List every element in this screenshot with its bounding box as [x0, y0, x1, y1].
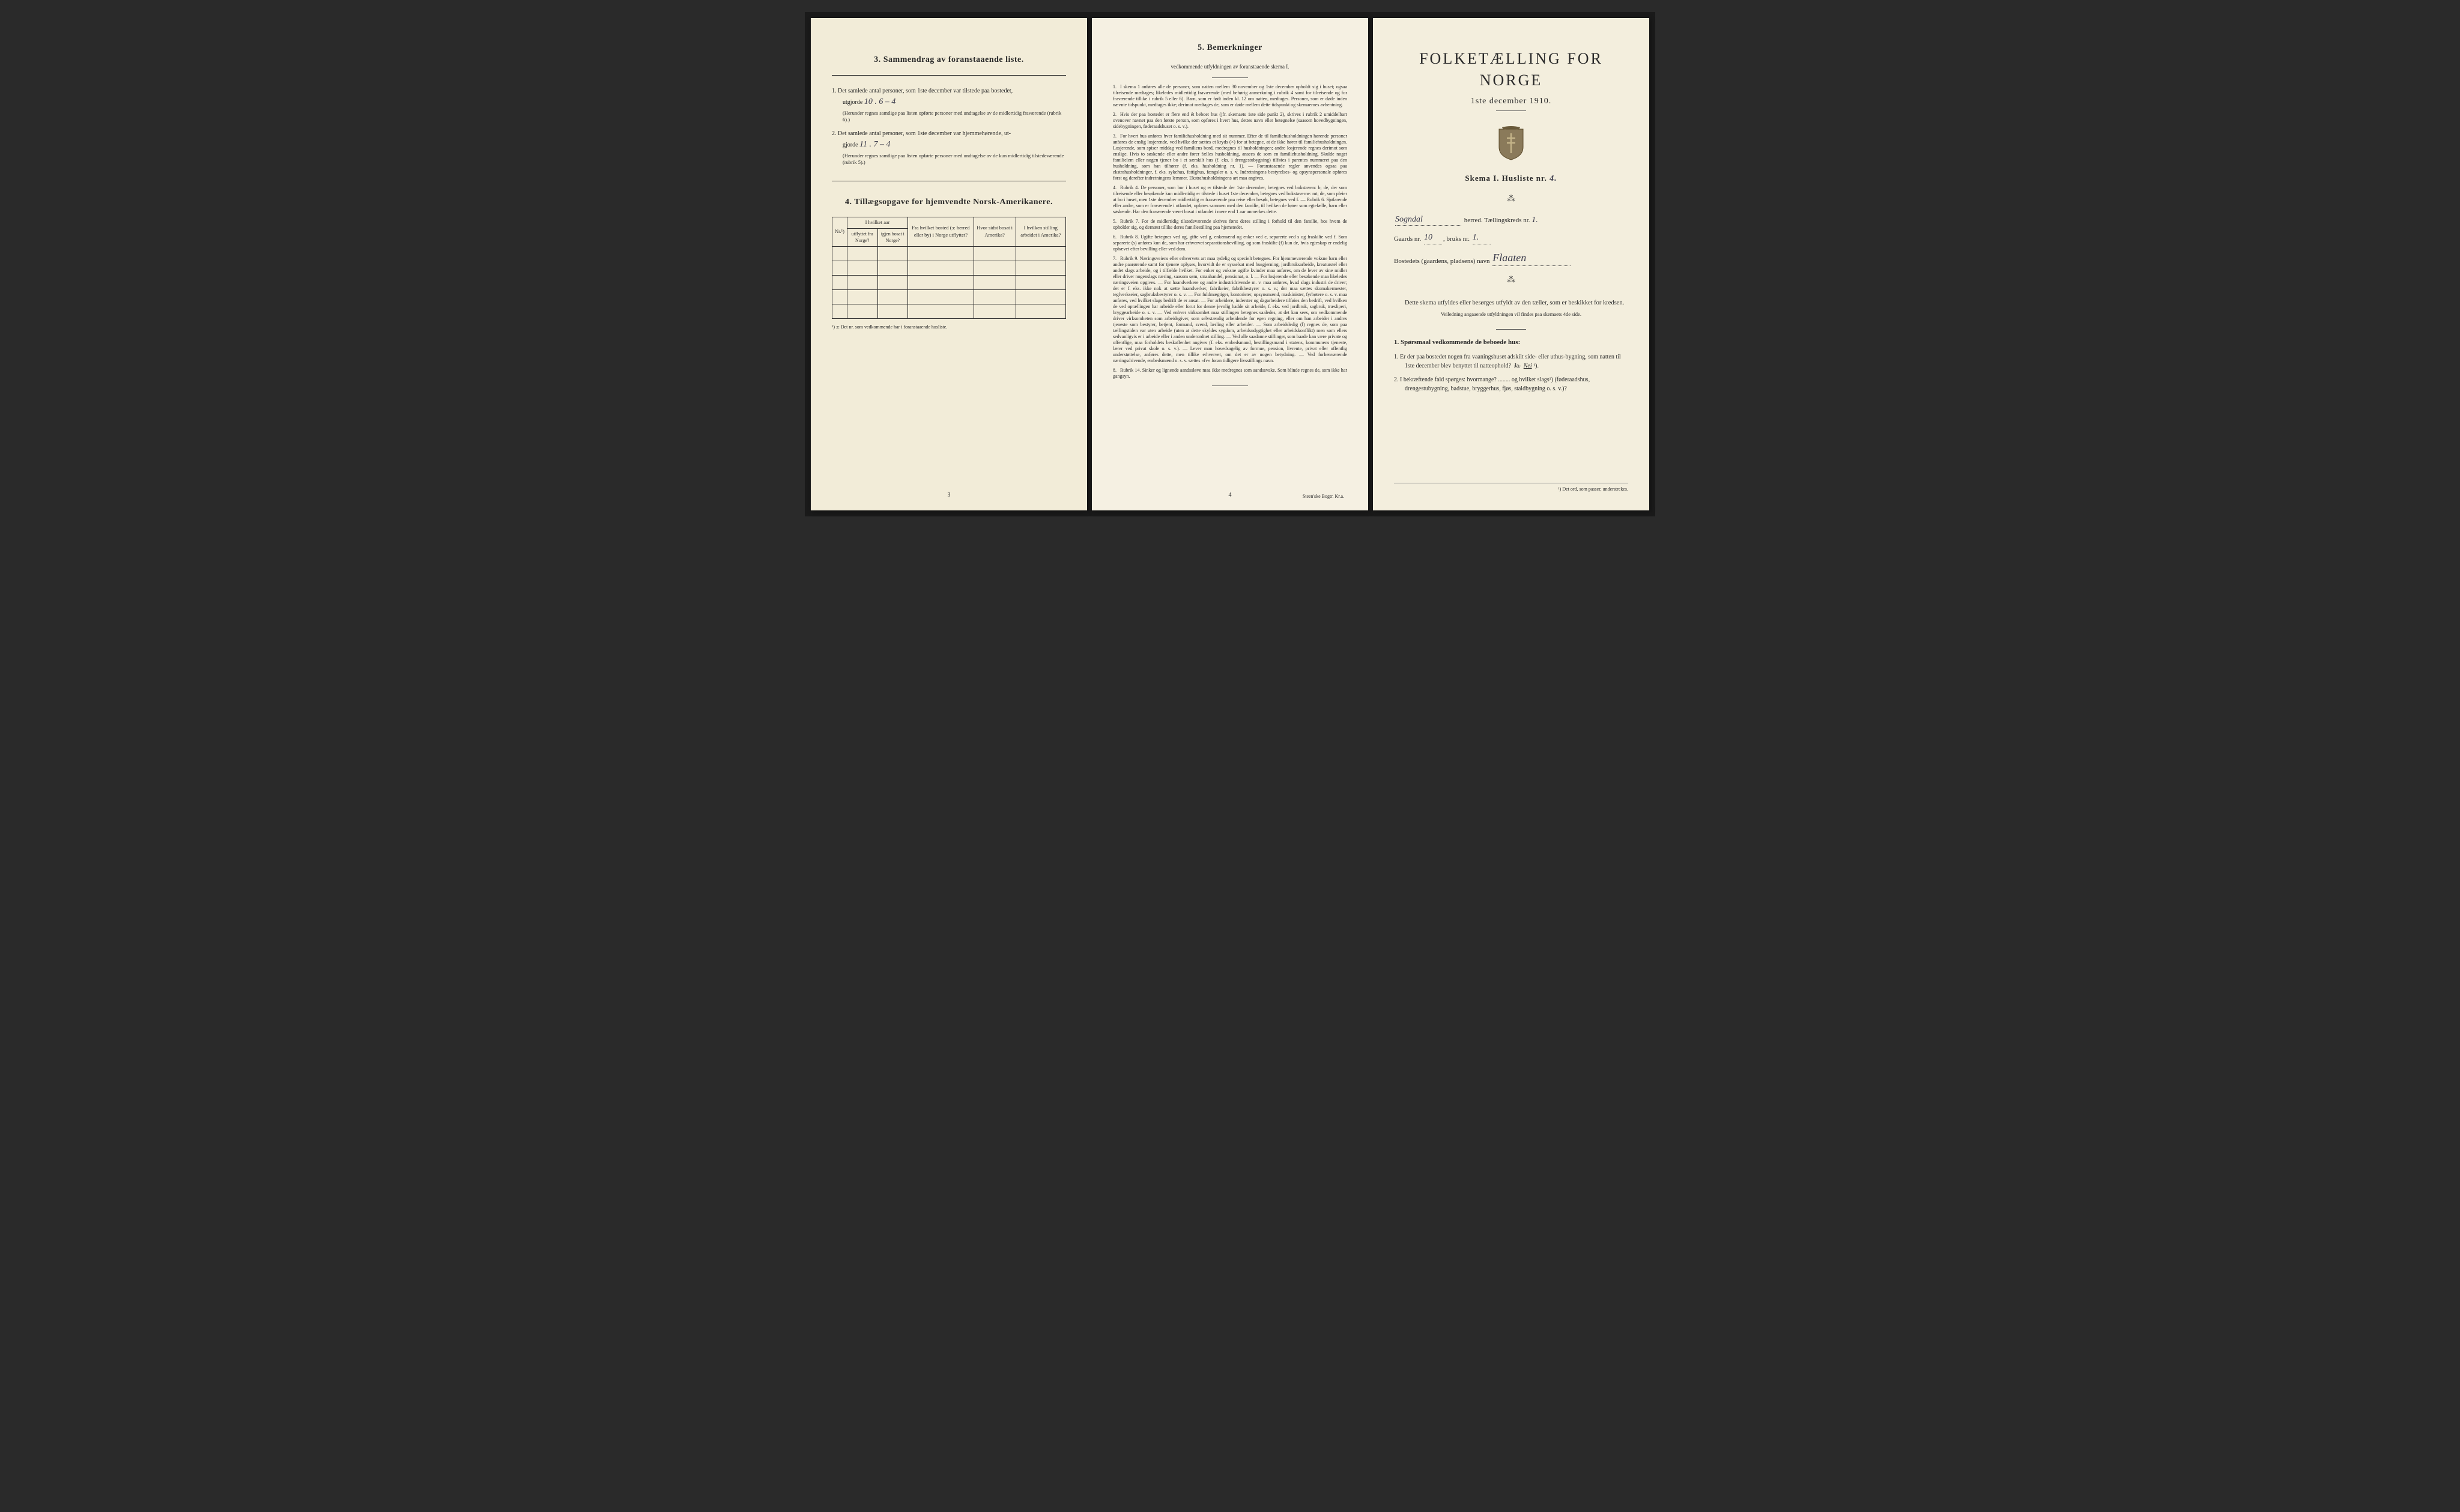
question-2: 2. I bekræftende fald spørges: hvormange…: [1394, 375, 1628, 393]
section-3-title: 3. Sammendrag av foranstaaende liste.: [832, 54, 1066, 66]
q1-nei: Nei: [1524, 363, 1532, 369]
gaards-line: Gaards nr. 10, bruks nr. 1.: [1394, 232, 1628, 244]
census-date: 1ste december 1910.: [1394, 95, 1628, 107]
item-2-label: gjorde: [843, 142, 858, 148]
remark-item: 6.Rubrik 8. Ugifte betegnes ved ug, gift…: [1113, 234, 1347, 252]
section-4-title: 4. Tillægsopgave for hjemvendte Norsk-Am…: [832, 196, 1066, 208]
bosted-line: Bostedets (gaardens, pladsens) navn Flaa…: [1394, 250, 1628, 266]
th-hvor: Hvor sidst bosat i Amerika?: [974, 217, 1016, 246]
remarks-list: 1.I skema 1 anføres alle de personer, so…: [1113, 84, 1347, 380]
q1-ja: Ja.: [1514, 363, 1521, 369]
herred-line: Sogndal herred. Tællingskreds nr. 1.: [1394, 214, 1628, 226]
th-aar-b: igjen bosat i Norge?: [877, 229, 908, 246]
remark-item: 3.For hvert hus anføres hver familiehush…: [1113, 133, 1347, 181]
herred-name: Sogndal: [1395, 214, 1461, 226]
section-5-subtitle: vedkommende utfyldningen av foranstaaend…: [1113, 63, 1347, 71]
divider: [1496, 329, 1526, 330]
item-1-pre: 1. Det samlede antal personer, som 1ste …: [832, 88, 1013, 94]
skema-line: Skema I. Husliste nr. 4.: [1394, 173, 1628, 185]
bosted-name: Flaaten: [1492, 250, 1571, 266]
item-1-note: (Herunder regnes samtlige paa listen opf…: [843, 110, 1066, 123]
remark-item: 5.Rubrik 7. For de midlertidig tilstedev…: [1113, 219, 1347, 231]
section-4-footnote: ¹) ɔ: Det nr. som vedkommende har i fora…: [832, 324, 1066, 330]
gaards-label: Gaards nr.: [1394, 235, 1421, 243]
remark-item: 1.I skema 1 anføres alle de personer, so…: [1113, 84, 1347, 108]
main-title: FOLKETÆLLING FOR NORGE: [1394, 48, 1628, 92]
item-2-value: 11 . 7 – 4: [859, 140, 890, 149]
questions-heading: 1. Spørsmaal vedkommende de beboede hus:: [1394, 338, 1628, 347]
q1-text: 1. Er der paa bostedet nogen fra vaaning…: [1394, 354, 1621, 369]
table-row: [832, 261, 1066, 275]
item-1-label: utgjorde: [843, 99, 862, 106]
remark-item: 2.Hvis der paa bostedet er flere end ét …: [1113, 112, 1347, 130]
bruks-nr: 1.: [1473, 232, 1491, 244]
gaards-nr: 10: [1424, 232, 1442, 244]
table-row: [832, 275, 1066, 289]
page-number-3: 3: [948, 491, 951, 500]
coat-of-arms-icon: [1496, 126, 1526, 161]
item-1-value: 10 . 6 – 4: [864, 97, 896, 106]
skema-label: Skema I. Husliste nr.: [1465, 174, 1547, 183]
trifold-document: 3. Sammendrag av foranstaaende liste. 1.…: [805, 12, 1655, 516]
skema-nr: 4.: [1550, 174, 1557, 183]
page-right: FOLKETÆLLING FOR NORGE 1ste december 191…: [1373, 18, 1649, 510]
emigrant-tbody: [832, 246, 1066, 318]
right-footnote: ¹) Det ord, som passer, understrekes.: [1394, 483, 1628, 492]
kreds-nr: 1.: [1531, 216, 1538, 225]
herred-label: herred. Tællingskreds nr.: [1464, 217, 1530, 224]
flourish-icon: ⁂: [1394, 274, 1628, 286]
table-row: [832, 304, 1066, 318]
remark-item: 7.Rubrik 9. Næringsveiens eller erhverve…: [1113, 256, 1347, 364]
th-nr: Nr.¹): [832, 217, 847, 246]
q1-sup: ¹).: [1533, 363, 1539, 369]
remark-item: 4.Rubrik 4. De personer, som bor i huset…: [1113, 185, 1347, 215]
page-left: 3. Sammendrag av foranstaaende liste. 1.…: [811, 18, 1087, 510]
remark-item: 8.Rubrik 14. Sinker og lignende aandsslø…: [1113, 367, 1347, 380]
bosted-label: Bostedets (gaardens, pladsens) navn: [1394, 258, 1489, 265]
divider: [1496, 110, 1526, 111]
flourish-icon: ⁂: [1394, 193, 1628, 205]
table-row: [832, 289, 1066, 304]
th-fra: Fra hvilket bosted (ɔ: herred eller by) …: [908, 217, 974, 246]
item-2-pre: 2. Det samlede antal personer, som 1ste …: [832, 130, 1011, 137]
th-stilling: I hvilken stilling arbeidet i Amerika?: [1016, 217, 1065, 246]
bruks-label: bruks nr.: [1446, 235, 1470, 243]
page-number-4: 4: [1229, 491, 1232, 500]
item-2-note: (Herunder regnes samtlige paa listen opf…: [843, 153, 1066, 166]
section-5-title: 5. Bemerkninger: [1113, 42, 1347, 54]
th-aar-group: I hvilket aar: [847, 217, 908, 229]
divider: [1212, 77, 1248, 78]
intro-text: Dette skema utfyldes eller besørges utfy…: [1394, 298, 1628, 308]
divider: [832, 75, 1066, 76]
item-1: 1. Det samlede antal personer, som 1ste …: [832, 86, 1066, 123]
intro-small: Veiledning angaaende utfyldningen vil fi…: [1394, 311, 1628, 318]
table-row: [832, 246, 1066, 261]
printer-mark: Steen'ske Bogtr. Kr.a.: [1303, 493, 1344, 500]
emigrant-table: Nr.¹) I hvilket aar Fra hvilket bosted (…: [832, 217, 1066, 318]
item-2: 2. Det samlede antal personer, som 1ste …: [832, 129, 1066, 166]
question-1: 1. Er der paa bostedet nogen fra vaaning…: [1394, 352, 1628, 370]
th-aar-a: utflyttet fra Norge?: [847, 229, 877, 246]
page-center: 5. Bemerkninger vedkommende utfyldningen…: [1092, 18, 1368, 510]
